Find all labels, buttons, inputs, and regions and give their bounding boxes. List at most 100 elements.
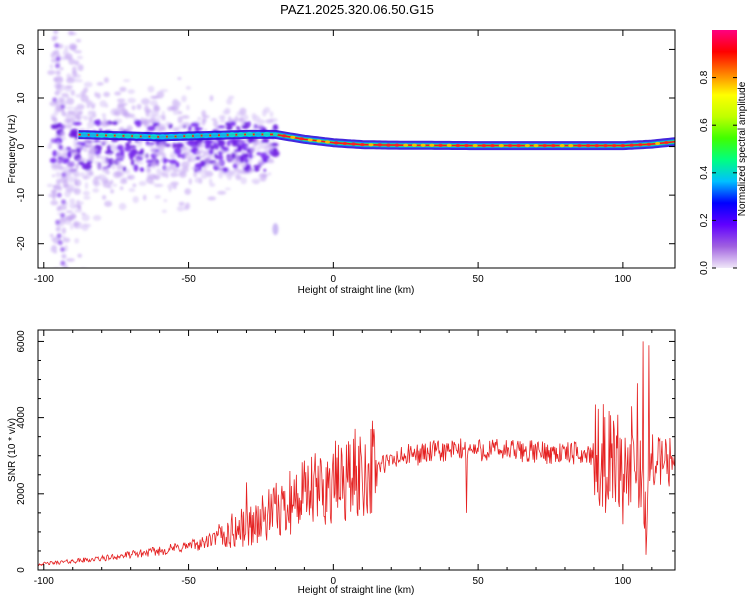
- spectrogram-blob: [66, 215, 74, 221]
- spectrogram-blob: [156, 91, 165, 99]
- ridge-node: [124, 133, 132, 139]
- spectrogram-blob: [213, 120, 219, 128]
- spectrogram-blob: [46, 183, 54, 188]
- spectrogram-blob: [88, 116, 93, 123]
- spectrogram-blob: [76, 157, 86, 163]
- spectrogram-blob: [57, 240, 63, 246]
- ridge-node: [359, 143, 365, 147]
- spectrogram-blob: [66, 188, 73, 194]
- spectrogram-blob: [241, 124, 250, 130]
- spectrogram-blob: [203, 138, 212, 145]
- ridge-node: [655, 141, 661, 146]
- spectrogram-blob: [256, 146, 260, 151]
- figure-title: PAZ1.2025.320.06.50.G15: [280, 2, 434, 17]
- spectrogram-blob: [50, 246, 57, 253]
- spectrogram-blob: [77, 104, 85, 110]
- spectrogram-blob: [77, 64, 84, 72]
- spectrogram-blob: [177, 116, 183, 124]
- spectrogram-blob: [61, 199, 66, 205]
- spectrogram-blob: [103, 77, 109, 83]
- ridge-node: [420, 143, 426, 147]
- ridge-node: [150, 134, 158, 140]
- spectrogram-blob: [215, 126, 219, 131]
- snr-marks: [38, 341, 675, 567]
- spectrogram-blob: [178, 124, 185, 129]
- spectrogram-blob: [60, 247, 66, 252]
- spectrogram-blob: [155, 162, 160, 167]
- spectrogram-blob: [60, 213, 66, 218]
- spectrogram-blob: [226, 125, 233, 131]
- spectrogram-blob: [145, 139, 149, 146]
- spectrogram-blob: [125, 142, 130, 148]
- spectrogram-blob: [70, 89, 75, 96]
- spectrogram-blob: [177, 77, 182, 80]
- ridge-node: [219, 132, 227, 138]
- spectrogram-blob: [202, 150, 210, 157]
- spectrogram-blob: [97, 174, 107, 181]
- snr-line: [38, 341, 675, 567]
- spectrogram-blob: [226, 98, 233, 105]
- spectrogram-blob: [65, 210, 74, 214]
- spectrogram-blob: [49, 233, 54, 238]
- spectrogram-blob: [60, 131, 66, 137]
- spectrogram-blob: [54, 137, 63, 145]
- spectrogram-blob: [154, 104, 160, 112]
- spectrogram-blob: [50, 138, 56, 144]
- spectrogram-blob: [70, 223, 74, 230]
- spectrogram-blob: [99, 100, 107, 108]
- spectrogram-ridge: [76, 129, 675, 151]
- spectrogram-blob: [64, 20, 72, 27]
- ridge-node: [228, 132, 236, 138]
- spectrogram-blob: [185, 202, 191, 210]
- spectrogram-blob: [73, 138, 77, 146]
- ridge-node: [594, 144, 600, 148]
- spectrogram-blob: [262, 157, 266, 163]
- spectrogram-blob: [95, 119, 101, 127]
- spectrogram-blob: [218, 172, 224, 179]
- spectrogram-blob: [172, 168, 180, 173]
- spectrogram-blob: [69, 32, 77, 36]
- spectrogram-blob: [65, 283, 72, 285]
- spectrogram-blob: [254, 138, 258, 144]
- snr-frame: [37, 329, 676, 571]
- spectrogram-blob: [140, 148, 144, 155]
- spectrogram-blob: [272, 124, 279, 132]
- spectrogram-blob: [70, 280, 77, 287]
- spectrogram-blob: [145, 159, 153, 163]
- spectrogram-blob: [181, 95, 187, 103]
- spectrogram-blob: [197, 116, 202, 121]
- spectrogram-blob: [217, 125, 226, 129]
- spectrogram-blob: [172, 142, 176, 149]
- spectrogram-blob: [75, 39, 82, 43]
- spectrogram-blob: [190, 141, 197, 147]
- spectrogram-blob: [130, 159, 135, 166]
- spectrogram-blob: [207, 155, 211, 161]
- spectrogram-blob: [48, 142, 52, 146]
- spectrogram-blob: [266, 160, 275, 164]
- spectrogram-blob: [110, 179, 114, 185]
- spectrogram-blob: [60, 260, 66, 266]
- spectrogram-blob: [158, 126, 167, 131]
- spectrogram-y-tick-label: 20: [16, 43, 27, 55]
- snr-x-tick-label: -100: [34, 576, 54, 587]
- snr-y-tick-label: 6000: [16, 330, 27, 353]
- ridge-node: [481, 144, 487, 148]
- spectrogram-blob: [116, 160, 122, 165]
- colorbar-tick-label: 0.8: [699, 70, 710, 84]
- spectrogram-blob: [148, 114, 158, 118]
- spectrogram-blob: [163, 159, 171, 163]
- spectrogram-blob: [262, 143, 269, 151]
- spectrogram-blob: [107, 144, 112, 152]
- spectrogram-blob: [63, 312, 72, 316]
- spectrogram-blob: [104, 150, 114, 155]
- spectrogram-blob: [143, 194, 147, 201]
- spectrogram-blob: [150, 100, 158, 107]
- spectrogram-blob: [210, 155, 214, 159]
- spectrogram-blob: [95, 154, 99, 159]
- snr-panel: -100 -50 0 50 100 0 2000 4000 6000 Height of str…: [7, 329, 676, 596]
- ridge-node: [533, 144, 539, 148]
- spectrogram-blob: [243, 153, 249, 157]
- spectrogram-blob: [248, 153, 253, 159]
- ridge-node: [263, 131, 271, 137]
- spectrogram-blob: [101, 166, 110, 173]
